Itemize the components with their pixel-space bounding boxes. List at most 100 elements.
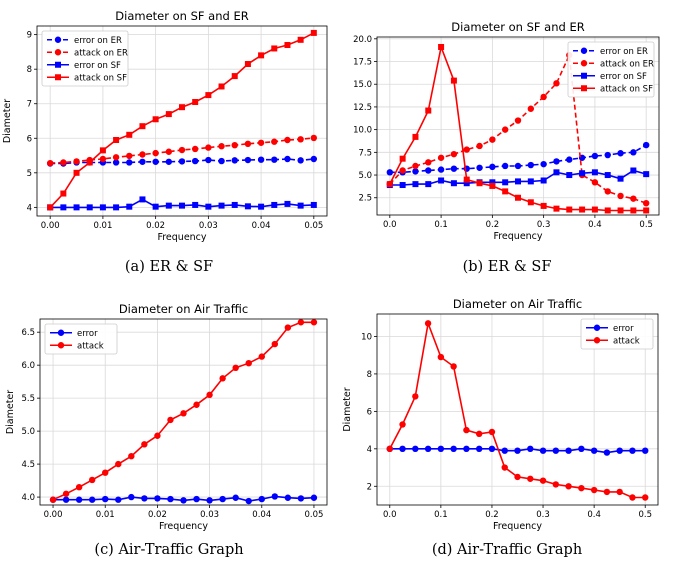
data-point — [258, 52, 265, 59]
data-point — [539, 447, 547, 454]
data-point — [450, 150, 458, 158]
legend: error on ER attack on ER error on SF attack… — [567, 41, 655, 98]
caption-d: (d) Air-Traffic Graph — [431, 542, 583, 558]
data-point — [475, 445, 483, 453]
data-point — [412, 133, 419, 140]
y-tick-label: 4 — [367, 445, 372, 455]
data-point — [49, 496, 57, 503]
data-point — [297, 202, 304, 209]
x-tick-label: 0.0 — [383, 510, 397, 520]
data-point — [566, 172, 573, 179]
data-point — [206, 391, 213, 399]
data-point — [139, 196, 146, 203]
data-point — [425, 181, 432, 188]
data-point — [113, 137, 120, 143]
data-point — [73, 204, 80, 211]
chart-panel-b: Diameter on SF and ER 0.0 0.1 0.2 0.3 0.4 0.5 2… — [338, 0, 675, 258]
data-point — [152, 203, 159, 210]
y-tick-label: 10.0 — [353, 126, 372, 136]
data-point — [257, 139, 265, 146]
legend-box — [567, 41, 655, 98]
data-point — [399, 182, 406, 189]
data-point — [566, 156, 573, 163]
x-tick-label: 0.2 — [486, 220, 500, 230]
data-point — [232, 494, 239, 501]
data-point — [642, 199, 650, 207]
data-point — [178, 158, 186, 165]
series-4 — [386, 43, 650, 214]
chart-d: Diameter on Air Traffic 0.0 0.1 0.2 0.3 0.4 0.… — [342, 297, 659, 532]
data-point — [219, 375, 226, 382]
x-tick-label: 0.03 — [200, 510, 219, 520]
data-point — [271, 45, 278, 52]
series-1 — [49, 493, 318, 505]
y-tick-label: 5 — [27, 169, 32, 179]
data-point — [629, 447, 636, 454]
data-point — [258, 495, 265, 503]
caption-c: (c) Air-Traffic Graph — [94, 542, 244, 558]
data-point — [218, 202, 225, 209]
data-point — [476, 180, 483, 187]
data-point — [463, 180, 470, 187]
data-point — [232, 364, 239, 372]
data-point — [399, 167, 406, 174]
data-point — [450, 180, 457, 187]
data-point — [553, 158, 560, 165]
series-3 — [386, 167, 650, 189]
y-tick-label: 6.0 — [21, 361, 35, 371]
data-point — [165, 202, 172, 209]
data-point — [489, 182, 496, 189]
y-tick-label: 10 — [361, 332, 372, 342]
series-2 — [386, 320, 649, 501]
legend-label: attack on SF — [74, 73, 127, 83]
data-point — [62, 490, 70, 497]
data-point — [591, 179, 599, 186]
data-point — [271, 201, 278, 208]
x-tick-label: 0.02 — [148, 510, 167, 520]
data-point — [514, 473, 521, 481]
data-point — [578, 484, 585, 492]
data-point — [527, 445, 534, 453]
data-point — [167, 495, 174, 503]
data-point — [73, 169, 80, 176]
legend-marker — [57, 342, 65, 349]
x-tick-label: 0.0 — [383, 220, 397, 230]
data-point — [386, 169, 394, 176]
chart-a: Diameter on SF and ER 0.00 0.01 0.02 0.03 0.0… — [2, 9, 328, 243]
data-point — [152, 116, 159, 123]
x-tick-label: 0.2 — [485, 510, 499, 520]
data-point — [502, 188, 509, 195]
data-point — [244, 140, 252, 147]
data-point — [578, 445, 585, 453]
data-point — [591, 152, 599, 160]
data-point — [630, 149, 637, 156]
data-point — [617, 207, 624, 214]
chart-panel-c: Diameter on Air Traffic 0.00 0.01 0.02 0.03 0… — [0, 292, 338, 540]
data-point — [191, 145, 199, 153]
series-2 — [49, 319, 318, 503]
data-point — [579, 206, 586, 213]
legend-label: error on ER — [74, 36, 122, 46]
data-point — [258, 353, 265, 360]
y-tick-label: 2.5 — [358, 194, 372, 204]
data-point — [616, 488, 623, 496]
data-point — [527, 178, 534, 185]
data-point — [284, 324, 292, 331]
data-point — [630, 195, 637, 202]
data-point — [297, 157, 304, 164]
data-point — [489, 179, 496, 186]
data-point — [603, 449, 611, 456]
data-point — [437, 445, 445, 453]
data-point — [205, 92, 212, 99]
x-tick-label: 0.1 — [434, 510, 448, 520]
data-point — [476, 142, 483, 150]
data-point — [284, 136, 291, 144]
y-tick-label: 15.0 — [353, 80, 372, 90]
data-point — [86, 204, 93, 211]
x-tick-label: 0.04 — [252, 221, 271, 231]
data-point — [386, 181, 393, 188]
legend: error on ER attack on ER error on SF attack… — [41, 30, 129, 87]
data-point — [310, 134, 318, 142]
data-point — [60, 190, 67, 197]
data-point — [540, 160, 547, 168]
